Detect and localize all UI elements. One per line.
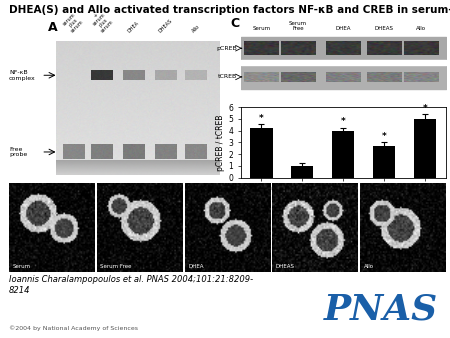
- Text: Ioannis Charalampopoulos et al. PNAS 2004;101:21:8209-
8214: Ioannis Charalampopoulos et al. PNAS 200…: [9, 275, 253, 295]
- Text: *: *: [423, 104, 427, 113]
- Text: PNAS: PNAS: [324, 292, 438, 327]
- Text: +
serum
plus
serum: + serum plus serum: [88, 8, 114, 34]
- Text: Free
probe: Free probe: [9, 147, 27, 158]
- Text: Allo: Allo: [191, 24, 201, 34]
- Text: tCREB: tCREB: [217, 74, 237, 79]
- Text: *: *: [341, 117, 346, 126]
- Text: DHEA: DHEA: [335, 26, 351, 31]
- Text: Serum Free: Serum Free: [100, 264, 132, 268]
- Text: *: *: [259, 114, 264, 123]
- Text: C: C: [230, 17, 240, 30]
- Bar: [373, 146, 395, 177]
- Text: DHEAS: DHEAS: [374, 26, 394, 31]
- Text: NF-κB
complex: NF-κB complex: [9, 70, 36, 81]
- Text: pCREB: pCREB: [216, 46, 237, 51]
- Text: *: *: [382, 132, 387, 141]
- Text: Allo: Allo: [416, 26, 426, 31]
- Y-axis label: pCREB / tCREB: pCREB / tCREB: [216, 114, 225, 170]
- Text: DHEAS: DHEAS: [276, 264, 295, 268]
- Text: serum
plus
serum: serum plus serum: [63, 12, 85, 34]
- Text: ©2004 by National Academy of Sciences: ©2004 by National Academy of Sciences: [9, 325, 138, 331]
- Text: Serum: Serum: [252, 26, 270, 31]
- Bar: [250, 128, 273, 177]
- Text: DHEA(S) and Allo activated transcription factors NF-κB and CREB in serum-deprive: DHEA(S) and Allo activated transcription…: [9, 5, 450, 15]
- Bar: [291, 166, 314, 177]
- Text: Serum
Free: Serum Free: [289, 21, 307, 31]
- Text: Allo: Allo: [364, 264, 374, 268]
- Text: DHEA: DHEA: [188, 264, 203, 268]
- Text: Serum: Serum: [13, 264, 31, 268]
- Bar: [332, 130, 355, 177]
- Text: A: A: [48, 21, 57, 34]
- Text: DHEAS: DHEAS: [158, 19, 174, 34]
- Bar: [414, 119, 436, 177]
- Text: DHEA: DHEA: [127, 21, 140, 34]
